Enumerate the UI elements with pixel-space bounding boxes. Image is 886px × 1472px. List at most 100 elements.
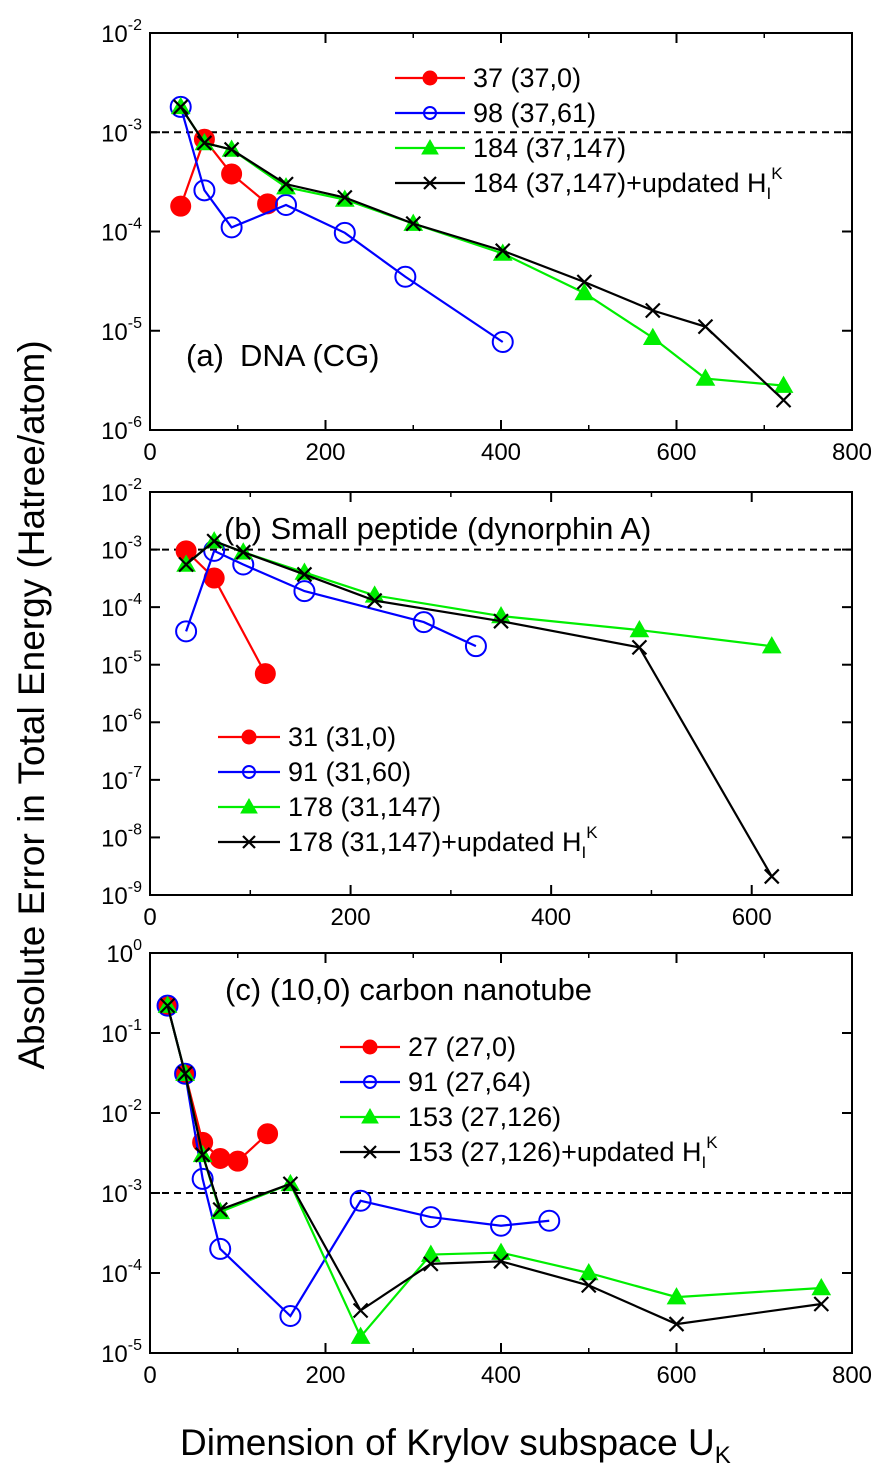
legend-marker-a-0 xyxy=(422,70,438,86)
y-tick-base: 10 xyxy=(101,220,128,247)
legend-marker-c-1 xyxy=(363,1075,377,1089)
legend-label-a-1: 98 (37,61) xyxy=(473,98,596,128)
legend-label-text: 37 (37,0) xyxy=(473,63,581,93)
x-tick-label-c-4: 800 xyxy=(832,1362,872,1389)
data-point-c-1-3 xyxy=(209,1237,232,1260)
x-tick-label-a-3: 600 xyxy=(656,439,696,466)
data-point-c-1-7 xyxy=(490,1214,512,1237)
data-point-b-3-7 xyxy=(763,868,780,885)
x-tick-label-c-2: 400 xyxy=(481,1362,521,1389)
panel-title-a: (a) xyxy=(186,338,224,373)
y-tick-base: 10 xyxy=(101,538,128,565)
data-point-c-3-7 xyxy=(493,1253,509,1270)
legend-marker-c-0 xyxy=(362,1039,378,1055)
y-tick-base: 10 xyxy=(101,710,128,737)
data-point-c-1-5 xyxy=(349,1189,372,1212)
data-point-a-0-3 xyxy=(257,193,279,215)
legend-b: 31 (31,0)91 (31,60)178 (31,147)178 (31,1… xyxy=(218,722,598,862)
data-point-c-2-5 xyxy=(350,1326,371,1344)
x-tick-label-a-4: 800 xyxy=(832,439,872,466)
legend-marker-b-1 xyxy=(242,765,256,779)
panel-title-c: (c) (10,0) carbon nanotube xyxy=(225,972,592,1007)
data-point-a-3-8 xyxy=(645,302,661,319)
legend-marker-a-3 xyxy=(423,176,437,190)
data-point-c-3-9 xyxy=(668,1316,685,1332)
legend-a: 37 (37,0)98 (37,61)184 (37,147)184 (37,1… xyxy=(395,63,783,203)
legend-label-c-0: 27 (27,0) xyxy=(408,1032,516,1062)
y-tick-base: 10 xyxy=(101,1101,128,1128)
data-point-a-3-6 xyxy=(494,242,511,259)
x-tick-label-b-2: 400 xyxy=(531,904,571,931)
legend-label-subscript: I xyxy=(766,184,771,203)
data-point-a-1-6 xyxy=(491,331,514,354)
legend-label-text: 27 (27,0) xyxy=(408,1032,516,1062)
y-tick-base: 10 xyxy=(101,653,128,680)
legend-label-c-3: 153 (27,126)+updated HIK xyxy=(408,1133,718,1172)
data-point-b-1-0 xyxy=(175,620,198,643)
data-point-b-1-4 xyxy=(412,611,435,634)
y-tick-exponent: -9 xyxy=(128,879,142,896)
panel-subtitle-a: DNA (CG) xyxy=(240,338,380,373)
data-point-c-3-0 xyxy=(159,997,176,1014)
y-tick-label-b-4: 10-5 xyxy=(101,649,142,680)
data-point-c-3-5 xyxy=(352,1302,369,1319)
y-tick-base: 10 xyxy=(101,120,128,147)
y-tick-label-b-1: 10-8 xyxy=(101,821,142,852)
data-point-c-0-3 xyxy=(209,1147,231,1169)
x-tick-label-c-0: 0 xyxy=(143,1362,156,1389)
y-tick-exponent: -4 xyxy=(128,591,142,608)
y-tick-exponent: -2 xyxy=(128,476,142,493)
legend-c: 27 (27,0)91 (27,64)153 (27,126)153 (27,1… xyxy=(340,1032,718,1172)
y-tick-label-c-3: 10-2 xyxy=(101,1097,142,1128)
data-point-a-3-2 xyxy=(223,141,240,158)
data-point-b-2-6 xyxy=(629,620,650,638)
data-point-c-3-6 xyxy=(423,1256,439,1272)
x-tick-label-c-3: 600 xyxy=(656,1362,696,1389)
legend-label-text: 91 (27,64) xyxy=(408,1067,531,1097)
y-tick-base: 10 xyxy=(101,418,128,445)
legend-label-superscript: K xyxy=(586,823,598,842)
y-tick-exponent: -1 xyxy=(128,1017,142,1034)
x-tick-label-b-1: 200 xyxy=(331,904,371,931)
data-point-c-3-1 xyxy=(177,1065,193,1082)
x-axis-label-main: Dimension of Krylov subspace U xyxy=(180,1422,715,1463)
data-point-c-2-7 xyxy=(491,1242,511,1260)
data-point-c-3-8 xyxy=(580,1277,597,1294)
data-point-b-2-5 xyxy=(491,606,511,624)
data-point-a-3-5 xyxy=(405,215,422,232)
legend-marker-c-2 xyxy=(361,1107,379,1124)
data-point-b-0-2 xyxy=(254,663,276,685)
y-tick-exponent: -3 xyxy=(128,116,142,133)
y-tick-exponent: -8 xyxy=(128,821,142,838)
x-tick-label-b-3: 600 xyxy=(732,904,772,931)
y-tick-exponent: -5 xyxy=(128,649,142,666)
data-point-b-3-0 xyxy=(178,556,194,573)
y-tick-label-c-5: 100 xyxy=(106,937,142,968)
data-point-a-2-10 xyxy=(773,375,794,393)
y-tick-label-b-2: 10-7 xyxy=(101,764,142,795)
y-tick-base: 10 xyxy=(101,1021,128,1048)
y-tick-label-c-1: 10-4 xyxy=(101,1257,142,1288)
legend-label-text: 178 (31,147) xyxy=(288,792,441,822)
x-tick-label-c-1: 200 xyxy=(305,1362,345,1389)
panel-title-b: (b) Small peptide (dynorphin A) xyxy=(224,511,651,546)
y-tick-exponent: -2 xyxy=(128,1097,142,1114)
data-point-b-3-5 xyxy=(493,613,509,629)
legend-marker-a-2 xyxy=(421,138,439,155)
data-point-b-2-7 xyxy=(761,636,782,654)
data-point-c-1-2 xyxy=(191,1167,214,1190)
y-tick-label-a-1: 10-5 xyxy=(101,315,142,346)
y-tick-label-a-4: 10-2 xyxy=(101,17,142,48)
y-tick-exponent: -6 xyxy=(128,706,142,723)
data-point-a-2-9 xyxy=(695,368,716,386)
series-line-a-0 xyxy=(179,137,269,207)
y-tick-label-a-0: 10-6 xyxy=(101,414,142,445)
series-line-b-3 xyxy=(185,539,773,877)
legend-label-text: 153 (27,126)+updated H xyxy=(408,1137,701,1167)
y-tick-exponent: -4 xyxy=(128,216,142,233)
legend-label-b-3: 178 (31,147)+updated HIK xyxy=(288,823,598,862)
series-line-a-1 xyxy=(179,106,504,343)
data-point-b-3-4 xyxy=(366,592,383,609)
